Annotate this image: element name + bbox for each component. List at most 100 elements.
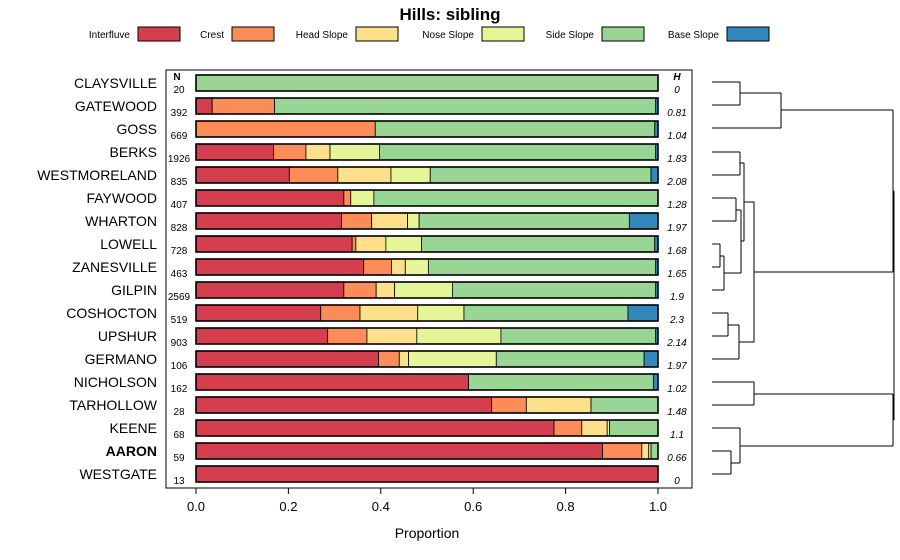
bar-outline-claysville bbox=[195, 74, 659, 92]
bar-outline-lowell bbox=[195, 235, 659, 253]
dendrogram-branch bbox=[712, 243, 724, 268]
bar-segment-wharton-side-slope bbox=[418, 212, 630, 230]
bar-outline-tarhollow bbox=[195, 396, 659, 414]
n-label-faywood: 407 bbox=[171, 200, 188, 211]
bar-segment-tarhollow-interfluve bbox=[195, 396, 493, 414]
legend-label-base-slope: Base Slope bbox=[668, 30, 720, 41]
bar-segment-germano-base-slope bbox=[643, 350, 659, 368]
bar-outline-wharton bbox=[195, 212, 659, 230]
legend-swatch-nose-slope bbox=[481, 26, 525, 42]
h-label-westmoreland: 2.08 bbox=[666, 177, 687, 188]
n-label-goss: 669 bbox=[171, 131, 188, 142]
bar-segment-coshocton-head-slope bbox=[359, 304, 419, 322]
bar-segment-aaron-head-slope bbox=[641, 442, 650, 460]
bar-segment-berks-nose-slope bbox=[329, 143, 380, 161]
bar-segment-nicholson-interfluve bbox=[195, 373, 469, 391]
bar-segment-upshur-nose-slope bbox=[416, 327, 502, 345]
n-label-berks: 1926 bbox=[168, 154, 191, 165]
dendrogram-branch bbox=[712, 381, 893, 406]
bar-segment-wharton-crest bbox=[341, 212, 372, 230]
x-tick-label: 0.6 bbox=[464, 499, 482, 514]
dendrogram-branch bbox=[740, 163, 754, 273]
category-label-goss: GOSS bbox=[117, 121, 157, 137]
bar-segment-tarhollow-head-slope bbox=[525, 396, 592, 414]
bar-segment-keene-side-slope bbox=[609, 419, 659, 437]
bar-segment-claysville-side-slope bbox=[195, 74, 659, 92]
n-label-tarhollow: 28 bbox=[173, 407, 185, 418]
bar-segment-gilpin-nose-slope bbox=[394, 281, 453, 299]
bar-outline-aaron bbox=[195, 442, 659, 460]
category-label-claysville: CLAYSVILLE bbox=[74, 75, 157, 91]
n-labels: 20 392 669 1926 835 407 828 728 463 2569 519 903 106… bbox=[168, 85, 191, 487]
bar-segment-gatewood-side-slope bbox=[274, 97, 657, 115]
h-label-wharton: 1.97 bbox=[667, 223, 687, 234]
bar-outline-gilpin bbox=[195, 281, 659, 299]
n-label-aaron: 59 bbox=[173, 453, 185, 464]
bar-segment-berks-head-slope bbox=[305, 143, 331, 161]
category-labels: CLAYSVILLE GATEWOOD GOSS BERKS WESTMORELAND F… bbox=[37, 75, 158, 482]
bar-segment-berks-side-slope bbox=[379, 143, 657, 161]
category-label-wharton: WHARTON bbox=[85, 213, 157, 229]
h-label-aaron: 0.66 bbox=[667, 453, 687, 464]
bar-segment-wharton-base-slope bbox=[628, 212, 659, 230]
legend: Interfluve Crest Head Slope Nose Slope Side … bbox=[89, 26, 770, 42]
dendrogram-branch bbox=[712, 427, 893, 463]
bar-outline-nicholson bbox=[195, 373, 659, 391]
legend-swatch-side-slope bbox=[601, 26, 645, 42]
legend-swatch-base-slope bbox=[726, 26, 770, 42]
bar-segment-westgate-interfluve bbox=[195, 465, 659, 483]
plot-frame bbox=[165, 69, 693, 489]
category-label-lowell: LOWELL bbox=[100, 236, 157, 252]
dendrogram-branch bbox=[712, 151, 744, 176]
bar-outline-zanesville bbox=[195, 258, 659, 276]
n-label-upshur: 903 bbox=[171, 338, 188, 349]
category-label-tarhollow: TARHOLLOW bbox=[69, 397, 157, 413]
n-label-westmoreland: 835 bbox=[171, 177, 188, 188]
legend-swatch-crest bbox=[231, 26, 275, 42]
bar-segment-coshocton-base-slope bbox=[627, 304, 659, 322]
bar-segment-goss-side-slope bbox=[374, 120, 656, 138]
bar-segment-lowell-side-slope bbox=[421, 235, 656, 253]
bar-segment-keene-head-slope bbox=[581, 419, 608, 437]
bar-segment-faywood-side-slope bbox=[373, 189, 659, 207]
bar-outline-berks bbox=[195, 143, 659, 161]
x-tick-label: 0.0 bbox=[187, 499, 205, 514]
n-label-lowell: 728 bbox=[171, 246, 188, 257]
category-label-aaron: AARON bbox=[106, 443, 157, 459]
h-label-lowell: 1.68 bbox=[667, 246, 687, 257]
bar-outline-keene bbox=[195, 419, 659, 437]
bar-outline-faywood bbox=[195, 189, 659, 207]
x-tick-label: 0.8 bbox=[557, 499, 575, 514]
legend-label-side-slope: Side Slope bbox=[546, 30, 595, 41]
h-label-claysville: 0 bbox=[674, 85, 680, 96]
dendrogram-branch bbox=[712, 81, 781, 106]
bar-segment-germano-side-slope bbox=[495, 350, 645, 368]
category-label-keene: KEENE bbox=[110, 420, 157, 436]
bar-segment-gilpin-head-slope bbox=[375, 281, 396, 299]
category-label-gilpin: GILPIN bbox=[111, 282, 157, 298]
h-label-upshur: 2.14 bbox=[666, 338, 687, 349]
category-label-faywood: FAYWOOD bbox=[86, 190, 157, 206]
bar-segment-keene-interfluve bbox=[195, 419, 555, 437]
h-label-faywood: 1.28 bbox=[667, 200, 687, 211]
bar-segment-upshur-side-slope bbox=[500, 327, 657, 345]
bar-segment-germano-head-slope bbox=[398, 350, 409, 368]
bar-segment-upshur-head-slope bbox=[366, 327, 418, 345]
bar-segment-germano-interfluve bbox=[195, 350, 379, 368]
h-label-coshocton: 2.3 bbox=[669, 315, 684, 326]
category-label-germano: GERMANO bbox=[85, 351, 157, 367]
legend-swatch-interfluve bbox=[137, 26, 181, 42]
h-column-header: H bbox=[673, 72, 681, 83]
bar-segment-upshur-crest bbox=[327, 327, 368, 345]
dendrogram-branch bbox=[753, 202, 893, 342]
h-label-tarhollow: 1.48 bbox=[667, 407, 687, 418]
n-label-gatewood: 392 bbox=[171, 108, 188, 119]
bar-segment-zanesville-nose-slope bbox=[404, 258, 429, 276]
n-label-gilpin: 2569 bbox=[168, 292, 191, 303]
bar-segment-tarhollow-side-slope bbox=[590, 396, 659, 414]
chart-title: Hills: sibling bbox=[399, 5, 500, 24]
bar-outline-westmoreland bbox=[195, 166, 659, 184]
bar-segment-wharton-head-slope bbox=[371, 212, 408, 230]
bar-segment-coshocton-crest bbox=[320, 304, 361, 322]
bar-outline-westgate bbox=[195, 465, 659, 483]
